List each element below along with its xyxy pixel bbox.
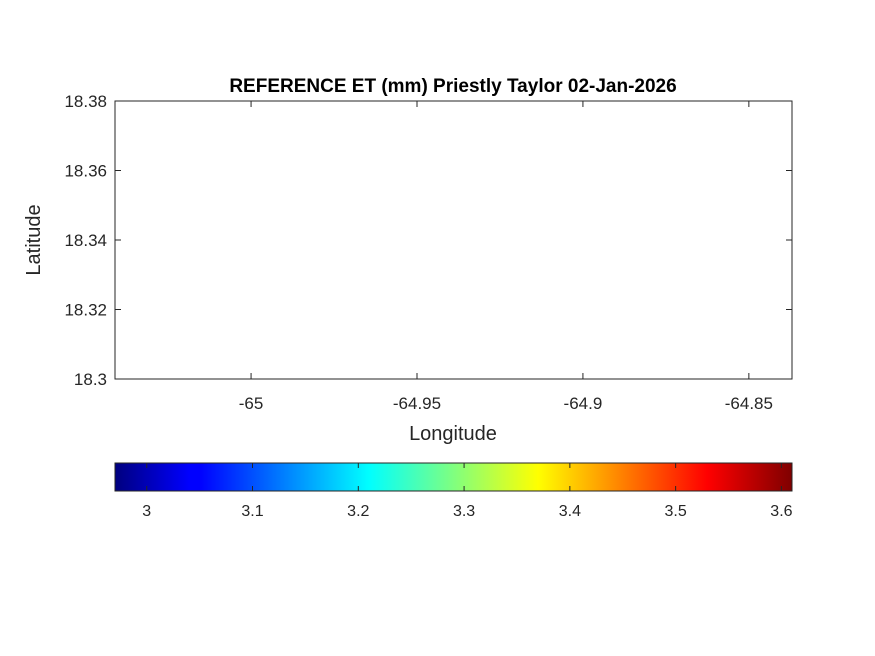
colorbar-tick-label: 3.3	[453, 503, 475, 520]
y-tick-label: 18.38	[64, 92, 107, 111]
colorbar	[114, 462, 793, 492]
y-axis-label: Latitude	[23, 204, 45, 275]
colorbar-tick-label: 3.2	[347, 503, 369, 520]
colorbar-tick-label: 3.4	[559, 503, 581, 520]
y-tick-label: 18.32	[64, 301, 107, 320]
colorbar-tick-label: 3.5	[665, 503, 687, 520]
colorbar-tick-label: 3.6	[770, 503, 792, 520]
y-axis-ticks: 18.3 18.32 18.34 18.36 18.38	[64, 92, 792, 389]
x-tick-label: -65	[239, 394, 264, 413]
chart-title: REFERENCE ET (mm) Priestly Taylor 02-Jan…	[229, 76, 676, 97]
y-tick-label: 18.36	[64, 162, 107, 181]
y-tick-label: 18.3	[74, 370, 107, 389]
colorbar-tick-label: 3.1	[241, 503, 263, 520]
colorbar-tick-label: 3	[142, 503, 151, 520]
y-tick-label: 18.34	[64, 231, 107, 250]
x-tick-label: -64.95	[393, 394, 441, 413]
x-axis-ticks: -65 -64.95 -64.9 -64.85	[239, 101, 773, 413]
plot-area	[114, 100, 793, 380]
colorbar-ticks: 3 3.1 3.2 3.3 3.4 3.5 3.6	[142, 463, 793, 520]
x-tick-label: -64.9	[564, 394, 603, 413]
x-axis-label: Longitude	[409, 423, 497, 445]
x-tick-label: -64.85	[725, 394, 773, 413]
